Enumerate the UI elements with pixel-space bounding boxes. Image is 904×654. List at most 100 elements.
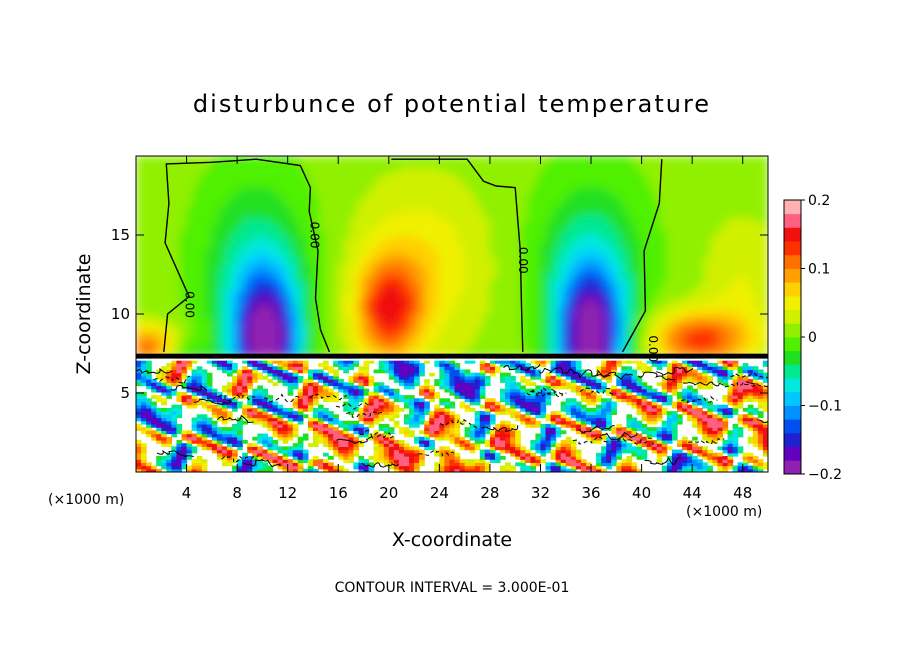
heatmap-cell — [186, 317, 194, 323]
heatmap-cell — [318, 182, 327, 188]
heatmap-cell — [331, 205, 339, 211]
heatmap-cell — [375, 333, 383, 338]
heatmap-cell — [230, 221, 238, 226]
heatmap-cell — [407, 163, 415, 169]
heatmap-cell — [242, 163, 251, 169]
heatmap-cell — [445, 167, 453, 172]
heatmap-cell — [457, 182, 466, 188]
heatmap-cell — [280, 344, 289, 350]
heatmap-cell — [173, 170, 181, 176]
heatmap-cell — [470, 282, 478, 288]
heatmap-cell — [318, 290, 327, 296]
heatmap-cell — [369, 294, 377, 300]
heatmap-cell — [729, 170, 737, 176]
heatmap-cell — [697, 340, 706, 346]
heatmap-cell — [483, 336, 491, 342]
heatmap-cell — [457, 267, 466, 273]
heatmap-cell — [413, 348, 421, 354]
heatmap-cell — [521, 205, 529, 211]
heatmap-cell — [419, 174, 428, 180]
heatmap-cell — [293, 221, 301, 226]
heatmap-cell — [167, 329, 175, 335]
heatmap-cell — [735, 298, 744, 304]
heatmap-cell — [470, 251, 478, 257]
heatmap-cell — [546, 240, 554, 246]
heatmap-cell — [584, 209, 592, 215]
heatmap-cell — [710, 178, 718, 184]
heatmap-cell — [186, 201, 194, 207]
heatmap-cell — [186, 263, 194, 269]
heatmap-cell — [666, 174, 674, 180]
heatmap-cell — [476, 313, 485, 319]
heatmap-cell — [647, 194, 655, 199]
heatmap-cell — [154, 336, 162, 342]
heatmap-cell — [558, 290, 567, 296]
heatmap-cell — [363, 321, 371, 327]
heatmap-cell — [729, 267, 737, 273]
heatmap-cell — [666, 217, 674, 223]
heatmap-cell — [388, 298, 396, 304]
heatmap-cell — [154, 240, 162, 246]
heatmap-cell — [274, 255, 282, 261]
heatmap-cell — [483, 217, 491, 223]
heatmap-cell — [584, 290, 592, 296]
heatmap-cell — [356, 329, 365, 335]
heatmap-cell — [622, 156, 630, 161]
heatmap-cell — [255, 317, 263, 323]
heatmap-cell — [590, 224, 598, 230]
heatmap-cell — [261, 259, 270, 265]
heatmap-cell — [672, 232, 681, 238]
heatmap-cell — [249, 170, 257, 176]
heatmap-cell — [596, 232, 605, 238]
heatmap-cell — [495, 348, 504, 354]
heatmap-cell — [141, 244, 150, 250]
heatmap-cell — [255, 156, 263, 161]
heatmap-cell — [217, 333, 225, 338]
heatmap-cell — [394, 333, 402, 338]
heatmap-cell — [186, 344, 194, 350]
heatmap-cell — [628, 205, 636, 211]
heatmap-cell — [603, 159, 611, 165]
heatmap-cell — [167, 197, 175, 203]
heatmap-cell — [249, 224, 257, 230]
heatmap-cell — [628, 329, 636, 335]
heatmap-cell — [590, 248, 598, 253]
heatmap-cell — [344, 236, 352, 242]
heatmap-cell — [413, 244, 421, 250]
heatmap-cell — [337, 313, 346, 319]
heatmap-cell — [394, 197, 402, 203]
heatmap-cell — [628, 197, 636, 203]
heatmap-cell — [261, 170, 270, 176]
heatmap-cell — [242, 317, 251, 323]
heatmap-cell — [628, 313, 636, 319]
heatmap-cell — [413, 167, 421, 172]
heatmap-cell — [697, 170, 706, 176]
heatmap-cell — [723, 201, 731, 207]
heatmap-cell — [489, 348, 497, 354]
heatmap-cell — [249, 217, 257, 223]
heatmap-cell — [716, 170, 725, 176]
heatmap-cell — [558, 263, 567, 269]
heatmap-cell — [344, 197, 352, 203]
heatmap-cell — [306, 224, 314, 230]
heatmap-cell — [546, 221, 554, 226]
heatmap-cell — [552, 286, 560, 292]
heatmap-cell — [697, 309, 706, 315]
heatmap-cell — [369, 205, 377, 211]
heatmap-cell — [299, 309, 308, 315]
heatmap-cell — [590, 209, 598, 215]
heatmap-cell — [280, 325, 289, 331]
heatmap-cell — [641, 348, 649, 354]
heatmap-cell — [672, 259, 681, 265]
heatmap-cell — [464, 286, 472, 292]
heatmap-cell — [255, 344, 263, 350]
heatmap-cell — [521, 282, 529, 288]
heatmap-cell — [136, 333, 143, 338]
heatmap-cell — [337, 167, 346, 172]
heatmap-cell — [141, 228, 150, 234]
heatmap-cell — [350, 213, 358, 219]
heatmap-cell — [211, 174, 219, 180]
heatmap-cell — [546, 244, 554, 250]
heatmap-cell — [432, 255, 440, 261]
heatmap-cell — [521, 340, 529, 346]
